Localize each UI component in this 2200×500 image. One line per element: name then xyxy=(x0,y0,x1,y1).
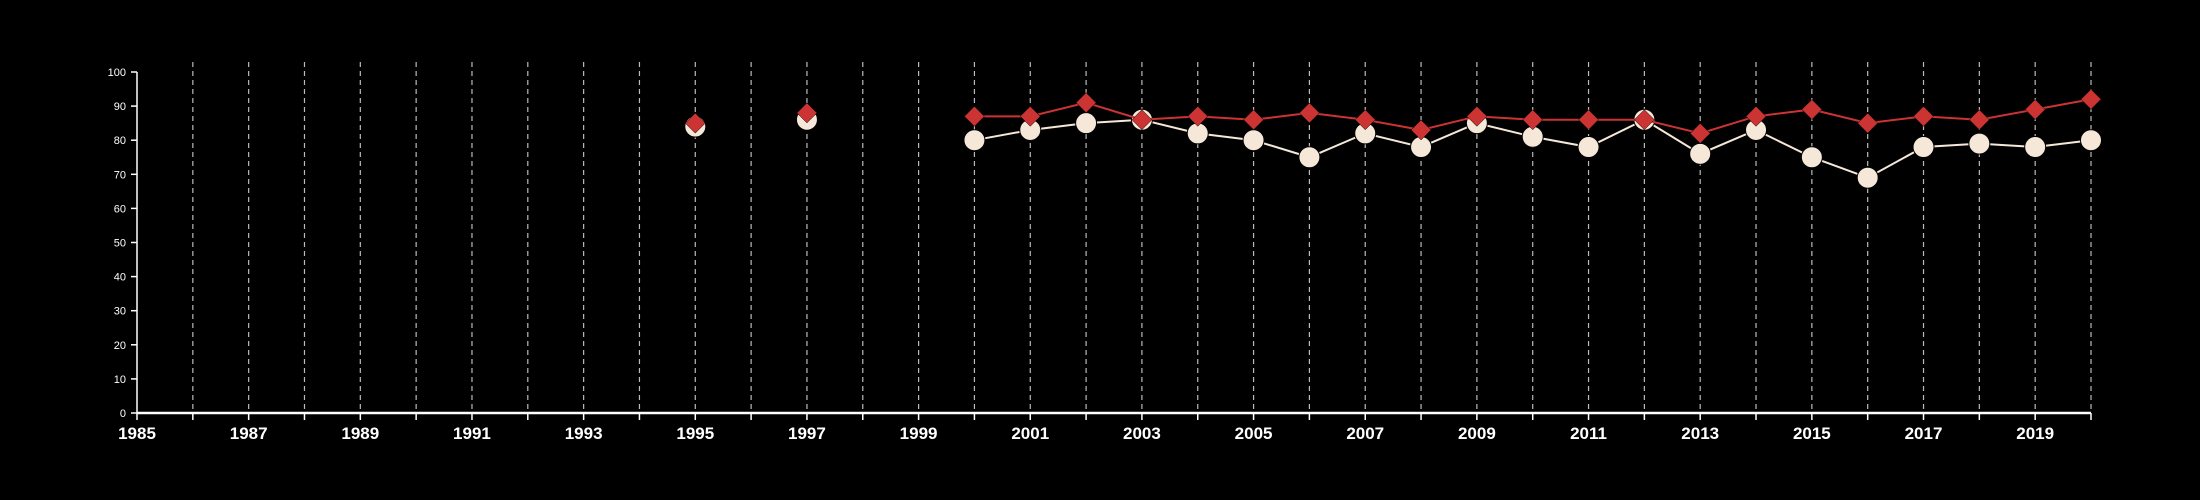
data-point-diamond xyxy=(2080,88,2102,110)
data-point-diamond xyxy=(1019,105,1041,127)
x-tick-label: 1987 xyxy=(230,424,268,443)
x-tick-label: 2001 xyxy=(1011,424,1049,443)
x-tick-label: 1997 xyxy=(788,424,826,443)
x-tick-label: 1985 xyxy=(118,424,156,443)
y-tick-label: 60 xyxy=(114,203,126,215)
y-tick-label: 30 xyxy=(114,306,126,318)
data-point-diamond xyxy=(1801,99,1823,120)
data-point-circle xyxy=(1075,112,1098,135)
data-point-circle xyxy=(1800,146,1823,169)
x-tick-label: 2017 xyxy=(1905,424,1943,443)
data-point-circle xyxy=(1242,129,1265,152)
y-tick-label: 50 xyxy=(114,238,126,250)
x-tick-label: 2019 xyxy=(2016,424,2054,443)
data-point-diamond xyxy=(1299,102,1320,124)
data-point-diamond xyxy=(1689,123,1711,144)
x-tick-label: 1995 xyxy=(676,424,714,443)
data-point-diamond xyxy=(1913,105,1934,127)
data-point-diamond xyxy=(1745,105,1767,127)
x-tick-label: 1989 xyxy=(341,424,379,443)
data-point-diamond xyxy=(1634,109,1655,131)
y-tick-label: 70 xyxy=(114,169,126,181)
data-point-circle xyxy=(1912,136,1935,159)
y-tick-label: 40 xyxy=(114,272,126,284)
data-point-circle xyxy=(1298,146,1321,169)
x-tick-label: 1993 xyxy=(565,424,603,443)
x-tick-label: 2003 xyxy=(1123,424,1161,443)
data-point-diamond xyxy=(1466,105,1488,127)
data-point-diamond xyxy=(684,112,706,134)
data-point-diamond xyxy=(1354,109,1376,131)
x-tick-label: 2011 xyxy=(1570,424,1607,443)
x-tick-label: 2009 xyxy=(1458,424,1496,443)
x-tick-label: 2013 xyxy=(1681,424,1719,443)
data-point-circle xyxy=(2080,129,2102,152)
data-point-diamond xyxy=(1075,92,1097,114)
x-tick-label: 1999 xyxy=(900,424,938,443)
data-point-circle xyxy=(1689,142,1712,165)
x-tick-label: 2015 xyxy=(1793,424,1831,443)
series-circle xyxy=(684,108,2102,189)
y-tick-label: 0 xyxy=(120,408,126,420)
data-point-circle xyxy=(1577,136,1600,159)
data-point-circle xyxy=(2024,136,2047,159)
data-point-diamond xyxy=(1131,109,1153,131)
data-point-circle xyxy=(1968,132,1991,155)
x-tick-label: 1991 xyxy=(453,424,491,443)
data-point-diamond xyxy=(964,105,985,127)
series xyxy=(684,88,2102,189)
data-point-diamond xyxy=(1410,119,1432,141)
data-point-circle xyxy=(1856,166,1879,189)
y-tick-label: 10 xyxy=(114,374,126,386)
axes: 0 10 20 30 40 50 60 70 80 90 100 1985 1987 1989 1991 19… xyxy=(108,67,2092,443)
y-tick-label: 80 xyxy=(114,135,126,147)
y-tick-label: 100 xyxy=(108,67,126,79)
data-point-circle xyxy=(963,129,986,152)
series-diamond xyxy=(684,88,2102,144)
data-point-diamond xyxy=(1968,109,1990,131)
y-tick-label: 20 xyxy=(114,340,126,352)
data-point-diamond xyxy=(2024,99,2046,120)
data-point-diamond xyxy=(1578,109,1599,131)
data-point-diamond xyxy=(1243,109,1264,131)
y-tick-label: 90 xyxy=(114,101,126,113)
x-tick-label: 2007 xyxy=(1346,424,1384,443)
x-tick-label: 2005 xyxy=(1235,424,1273,443)
data-point-diamond xyxy=(1522,109,1544,131)
data-point-diamond xyxy=(796,102,818,124)
data-point-diamond xyxy=(1187,105,1209,127)
data-point-diamond xyxy=(1857,112,1879,134)
